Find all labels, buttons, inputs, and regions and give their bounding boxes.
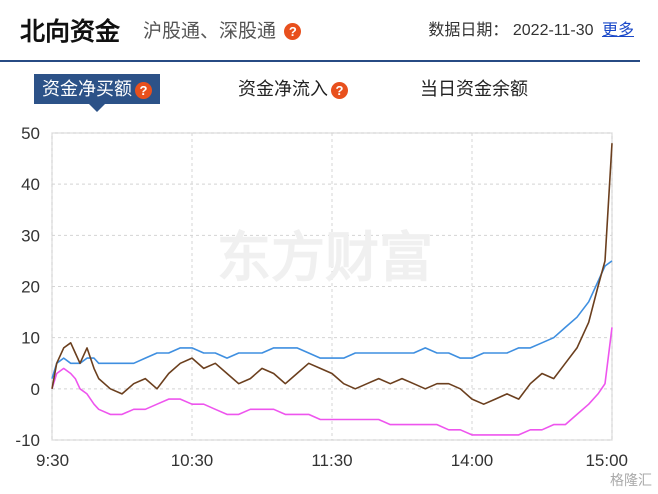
y-tick-label: 30 (21, 226, 40, 245)
date-value: 2022-11-30 (512, 22, 594, 39)
help-icon[interactable]: ? (331, 81, 348, 99)
x-tick-label: 15:00 (585, 451, 628, 470)
header: 北向资金 沪股通、深股通 ? 数据日期： 2022-11-30 更多 (0, 0, 658, 62)
page-title: 北向资金 (20, 18, 121, 46)
watermark-text: 东方财富 (217, 226, 433, 289)
help-icon[interactable]: ? (284, 23, 302, 41)
date-label: 数据日期： (428, 22, 509, 39)
y-tick-label: -10 (15, 431, 40, 450)
help-icon[interactable]: ? (135, 81, 152, 99)
tab-daily-balance-label: 当日资金余额 (420, 79, 528, 99)
subtitle-text: 沪股通、深股通 (143, 21, 277, 42)
corner-watermark: 格隆汇 (610, 472, 652, 488)
y-tick-label: 40 (21, 175, 40, 194)
tab-net-inflow-label: 资金净流入 (238, 79, 328, 99)
tab-daily-balance[interactable]: 当日资金余额 (420, 74, 528, 104)
y-tick-label: 50 (21, 124, 40, 143)
net-buy-line-chart: 50 40 30 20 10 0 -109:30 10:30 11:30 14:00 15:00 东方… (15, 124, 628, 470)
series-line-shanghai (51, 260, 613, 379)
tab-net-buy-label: 资金净买额 (42, 79, 132, 99)
more-link[interactable]: 更多 (601, 22, 634, 39)
series-line-total (51, 143, 613, 406)
y-tick-label: 10 (21, 329, 40, 348)
y-tick-label: 20 (21, 278, 40, 297)
tab-bar: 资金净买额? 资金净流入? 当日资金余额 (0, 70, 658, 112)
x-tick-label: 11:30 (311, 451, 352, 470)
data-date: 数据日期： 2022-11-30 更多 (428, 16, 634, 40)
tab-net-inflow[interactable]: 资金净流入? (238, 74, 348, 104)
x-tick-label: 10:30 (171, 451, 214, 470)
y-tick-label: 0 (31, 380, 40, 399)
tab-net-buy[interactable]: 资金净买额? (34, 74, 160, 112)
series-line-shenzhen (51, 327, 613, 436)
x-tick-label: 14:00 (451, 451, 494, 470)
header-divider (0, 60, 640, 62)
subtitle: 沪股通、深股通 ? (143, 16, 302, 43)
x-tick-label: 9:30 (36, 451, 69, 470)
